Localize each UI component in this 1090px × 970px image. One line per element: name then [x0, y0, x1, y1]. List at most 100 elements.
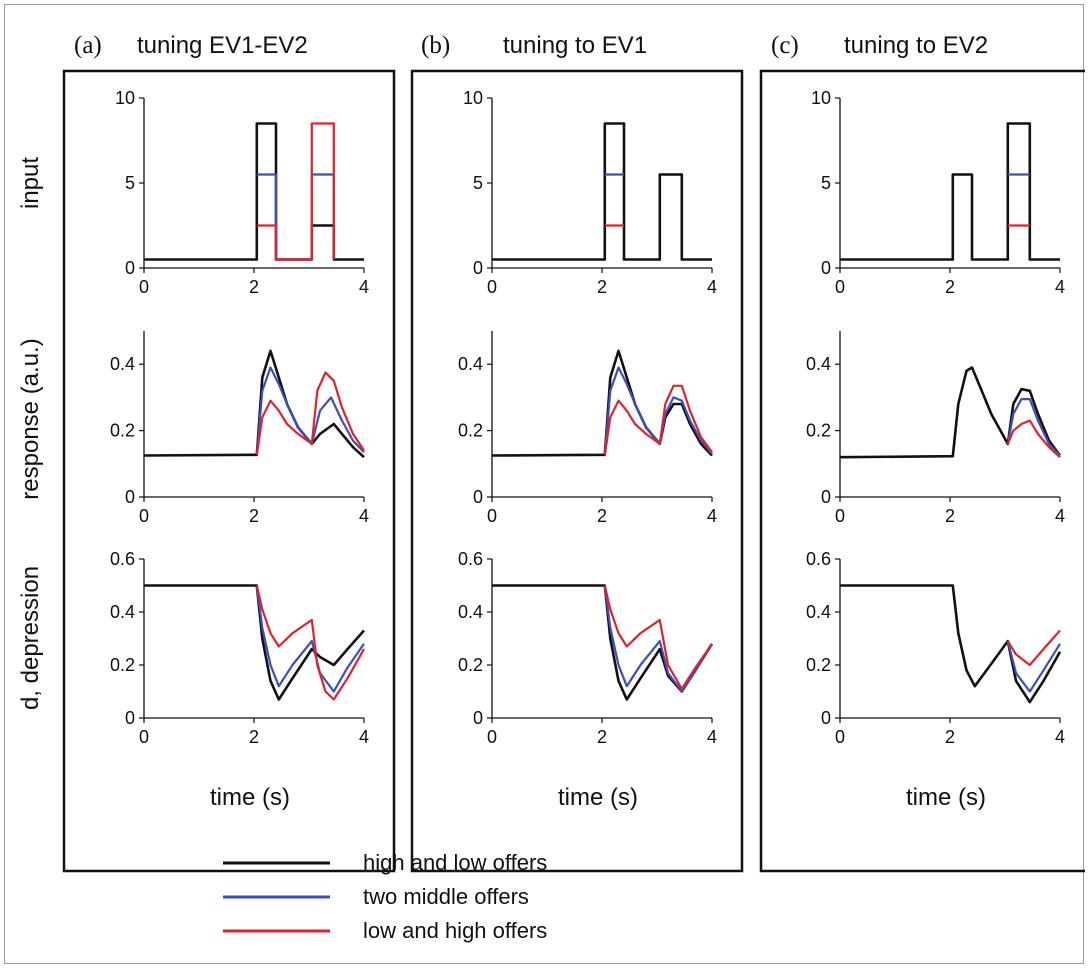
series-line-c-depression-low-high — [1006, 629, 1061, 667]
y-tick-label-c-input-2: 10 — [811, 88, 831, 108]
x-tick-label-a-input-0: 0 — [139, 277, 149, 297]
x-axis-label-a: time (s) — [210, 784, 290, 811]
legend-label-high-low: high and low offers — [363, 850, 547, 875]
series-line-a-input-low-high — [256, 122, 335, 261]
series-line-a-depression-middle — [255, 585, 365, 693]
y-tick-label-c-input-0: 0 — [821, 258, 831, 278]
x-tick-label-b-response-2: 4 — [707, 506, 717, 526]
row-ylabel-depression: d, depression — [17, 566, 44, 710]
y-tick-label-a-depression-1: 0.2 — [110, 655, 135, 675]
y-tick-label-a-input-0: 0 — [125, 258, 135, 278]
panel-a-title: tuning EV1-EV2 — [137, 32, 308, 59]
y-tick-label-b-depression-1: 0.2 — [458, 655, 483, 675]
y-tick-label-b-response-1: 0.2 — [458, 421, 483, 441]
panel-b-frame — [410, 69, 744, 873]
panel-c-title: tuning to EV2 — [844, 32, 988, 59]
series-line-a-depression-low-high — [255, 585, 365, 701]
y-tick-label-a-depression-0: 0 — [125, 708, 135, 728]
legend-label-middle: two middle offers — [363, 884, 529, 909]
y-tick-label-a-response-0: 0 — [125, 487, 135, 507]
x-axis-label-c: time (s) — [906, 784, 986, 811]
x-tick-label-b-response-0: 0 — [487, 506, 497, 526]
series-line-a-response-high-low — [143, 349, 365, 459]
y-tick-label-c-response-1: 0.2 — [806, 421, 831, 441]
series-line-b-response-high-low — [491, 349, 713, 457]
row-ylabel-response: response (a.u.) — [17, 338, 44, 499]
x-tick-label-a-response-0: 0 — [139, 506, 149, 526]
series-line-a-depression-high-low — [144, 584, 365, 701]
y-tick-label-b-response-0: 0 — [473, 487, 483, 507]
x-tick-label-a-input-1: 2 — [249, 277, 259, 297]
x-tick-label-b-response-1: 2 — [597, 506, 607, 526]
y-tick-label-c-depression-0: 0 — [821, 708, 831, 728]
series-line-b-input-high-low — [492, 122, 712, 261]
x-tick-label-b-depression-0: 0 — [487, 727, 497, 747]
y-tick-label-b-input-1: 5 — [473, 173, 483, 193]
x-tick-label-a-depression-0: 0 — [139, 727, 149, 747]
x-tick-label-b-depression-1: 2 — [597, 727, 607, 747]
row-ylabel-input: input — [17, 157, 44, 209]
series-line-c-response-low-high — [1006, 419, 1061, 459]
y-tick-label-a-depression-3: 0.6 — [110, 549, 135, 569]
series-line-b-depression-middle — [603, 585, 713, 693]
panel-b-title: tuning to EV1 — [503, 32, 647, 59]
panel-c-label: (c) — [771, 32, 799, 59]
series-line-a-response-middle — [255, 366, 365, 455]
y-tick-label-b-input-2: 10 — [463, 88, 483, 108]
series-line-a-input-high-low — [144, 122, 364, 261]
y-tick-label-b-response-2: 0.4 — [458, 354, 483, 374]
x-tick-label-c-depression-2: 4 — [1055, 727, 1065, 747]
legend-label-low-high: low and high offers — [363, 918, 547, 943]
y-tick-label-c-response-0: 0 — [821, 487, 831, 507]
series-line-c-response-middle — [1006, 398, 1061, 457]
x-tick-label-c-depression-0: 0 — [835, 727, 845, 747]
plots-group: 0 5 10 0 2 4 0 5 10 0 2 4 0 5 10 0 2 4 0 0.2 0.4 0 2 4 0 0.2 0.4 0 2… — [110, 88, 1065, 747]
x-tick-label-c-input-2: 4 — [1055, 277, 1065, 297]
series-line-c-depression-high-low — [840, 584, 1062, 704]
y-tick-label-b-depression-0: 0 — [473, 708, 483, 728]
x-tick-label-a-depression-2: 4 — [359, 727, 369, 747]
series-line-b-response-low-high — [603, 384, 713, 455]
y-tick-label-a-input-2: 10 — [115, 88, 135, 108]
y-tick-label-a-input-1: 5 — [125, 173, 135, 193]
x-tick-label-c-input-1: 2 — [945, 277, 955, 297]
x-tick-label-c-input-0: 0 — [835, 277, 845, 297]
x-axis-label-b: time (s) — [558, 784, 638, 811]
y-tick-label-a-response-2: 0.4 — [110, 354, 135, 374]
y-tick-label-a-depression-2: 0.4 — [110, 602, 135, 622]
y-tick-label-b-input-0: 0 — [473, 258, 483, 278]
x-tick-label-c-depression-1: 2 — [945, 727, 955, 747]
series-line-a-input-middle — [256, 173, 335, 261]
series-line-a-response-low-high — [255, 371, 365, 455]
y-tick-label-c-input-1: 5 — [821, 173, 831, 193]
figure-svg: (a) tuning EV1-EV2 (b) tuning to EV1 (c)… — [17, 32, 1090, 943]
y-tick-label-b-depression-2: 0.4 — [458, 602, 483, 622]
series-line-c-response-high-low — [839, 366, 1062, 459]
x-tick-label-c-response-2: 4 — [1055, 506, 1065, 526]
panel-a-label: (a) — [74, 32, 102, 59]
x-tick-label-c-response-1: 2 — [945, 506, 955, 526]
x-tick-label-a-input-2: 4 — [359, 277, 369, 297]
series-line-c-depression-middle — [1006, 640, 1061, 693]
x-tick-label-a-depression-1: 2 — [249, 727, 259, 747]
x-tick-label-b-input-1: 2 — [597, 277, 607, 297]
x-tick-label-b-input-0: 0 — [487, 277, 497, 297]
x-tick-label-a-response-2: 4 — [359, 506, 369, 526]
figure-frame: (a) tuning EV1-EV2 (b) tuning to EV1 (c)… — [4, 4, 1090, 964]
series-line-b-depression-low-high — [603, 585, 713, 691]
series-line-c-input-high-low — [840, 122, 1060, 261]
y-tick-label-c-depression-3: 0.6 — [806, 549, 831, 569]
x-tick-label-c-response-0: 0 — [835, 506, 845, 526]
panel-c-frame — [759, 69, 1090, 873]
y-tick-label-b-depression-3: 0.6 — [458, 549, 483, 569]
y-tick-label-a-response-1: 0.2 — [110, 421, 135, 441]
y-tick-label-c-response-2: 0.4 — [806, 354, 831, 374]
y-tick-label-c-depression-1: 0.2 — [806, 655, 831, 675]
panel-b-label: (b) — [421, 32, 450, 59]
y-tick-label-c-depression-2: 0.4 — [806, 602, 831, 622]
legend: high and low offers two middle offers lo… — [223, 850, 547, 943]
x-tick-label-b-depression-2: 4 — [707, 727, 717, 747]
panel-a-frame — [62, 69, 396, 873]
x-tick-label-b-input-2: 4 — [707, 277, 717, 297]
x-tick-label-a-response-1: 2 — [249, 506, 259, 526]
